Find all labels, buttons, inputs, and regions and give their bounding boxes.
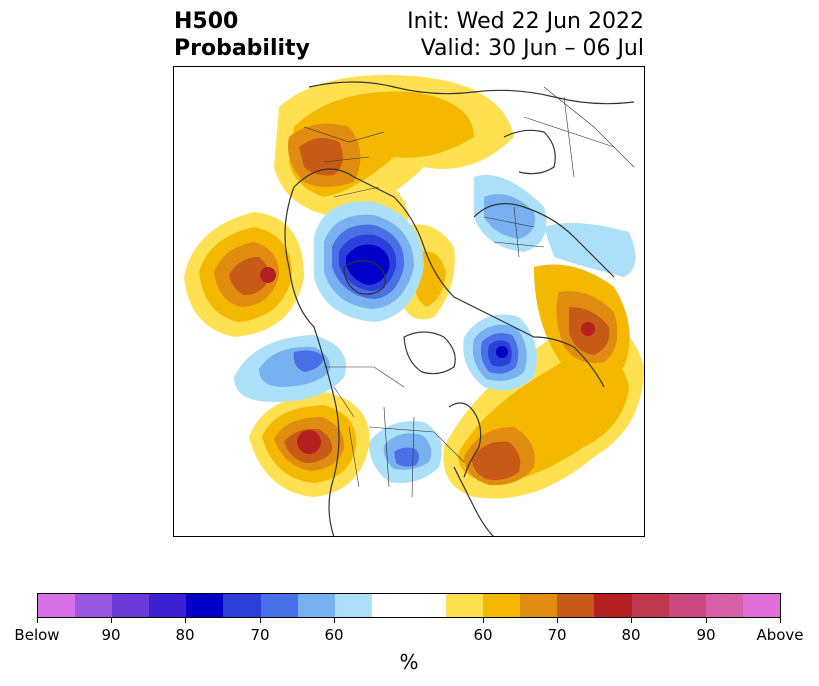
colorbar-tick-label: 90: [101, 626, 121, 644]
colorbar-tick: [780, 618, 781, 623]
colorbar-cell: [742, 594, 780, 617]
below-normal-south: [369, 421, 442, 483]
colorbar-cell: [594, 594, 632, 617]
colorbar-cell: [297, 594, 335, 617]
colorbar-cell: [75, 594, 113, 617]
field-label: Probability: [174, 36, 310, 61]
colorbar-tick: [706, 618, 707, 623]
below-normal-east: [463, 314, 537, 391]
above-normal-southwest: [249, 392, 370, 497]
colorbar-tick: [557, 618, 558, 623]
colorbar-cell: [631, 594, 669, 617]
above-normal-east: [534, 264, 630, 377]
probability-colorbar: [37, 593, 781, 618]
colorbar-cell: [260, 594, 298, 617]
colorbar-cell: [334, 594, 372, 617]
colorbar-tick: [334, 618, 335, 623]
above-normal-west: [184, 212, 304, 337]
colorbar-cell: [149, 594, 187, 617]
date-info: Init: Wed 22 Jun 2022 Valid: 30 Jun – 06…: [407, 8, 644, 62]
colorbar-tick: [111, 618, 112, 623]
colorbar-tick-label: 80: [175, 626, 195, 644]
colorbar-cell: [483, 594, 521, 617]
colorbar-cell: [371, 594, 409, 617]
colorbar-tick: [631, 618, 632, 623]
colorbar-cell: [223, 594, 261, 617]
above-normal-top: [274, 75, 514, 217]
init-date: Init: Wed 22 Jun 2022: [407, 9, 644, 34]
colorbar-tick-label: Below: [14, 626, 60, 644]
colorbar-tick-label: 80: [621, 626, 641, 644]
colorbar-tick: [483, 618, 484, 623]
colorbar-tick-label: Above: [756, 626, 804, 644]
colorbar-cell: [408, 594, 447, 617]
colorbar-cell: [112, 594, 150, 617]
colorbar-tick: [185, 618, 186, 623]
colorbar-cell: [520, 594, 558, 617]
colorbar-tick: [260, 618, 261, 623]
colorbar-cell: [186, 594, 224, 617]
colorbar-cell: [705, 594, 743, 617]
colorbar-unit: %: [399, 650, 419, 674]
borders: [303, 86, 635, 498]
probability-map: [173, 66, 645, 537]
below-normal-west: [234, 335, 346, 402]
colorbar-cell: [38, 594, 76, 617]
variable-label: H500: [174, 9, 239, 34]
map-title: H500 Probability: [174, 8, 310, 62]
valid-period: Valid: 30 Jun – 06 Jul: [420, 36, 644, 61]
colorbar-tick: [37, 618, 38, 623]
colorbar-tick-label: 90: [696, 626, 716, 644]
colorbar-tick-label: 70: [250, 626, 270, 644]
below-normal-northeast: [474, 175, 636, 277]
colorbar-tick-label: 60: [324, 626, 344, 644]
colorbar-tick-label: 70: [547, 626, 567, 644]
colorbar-cell: [668, 594, 706, 617]
map-canvas: [184, 75, 644, 536]
coastlines: [284, 81, 635, 536]
colorbar-tick-label: 60: [473, 626, 493, 644]
colorbar-cell: [446, 594, 484, 617]
colorbar-cell: [557, 594, 595, 617]
anomaly-contours: [184, 75, 644, 499]
